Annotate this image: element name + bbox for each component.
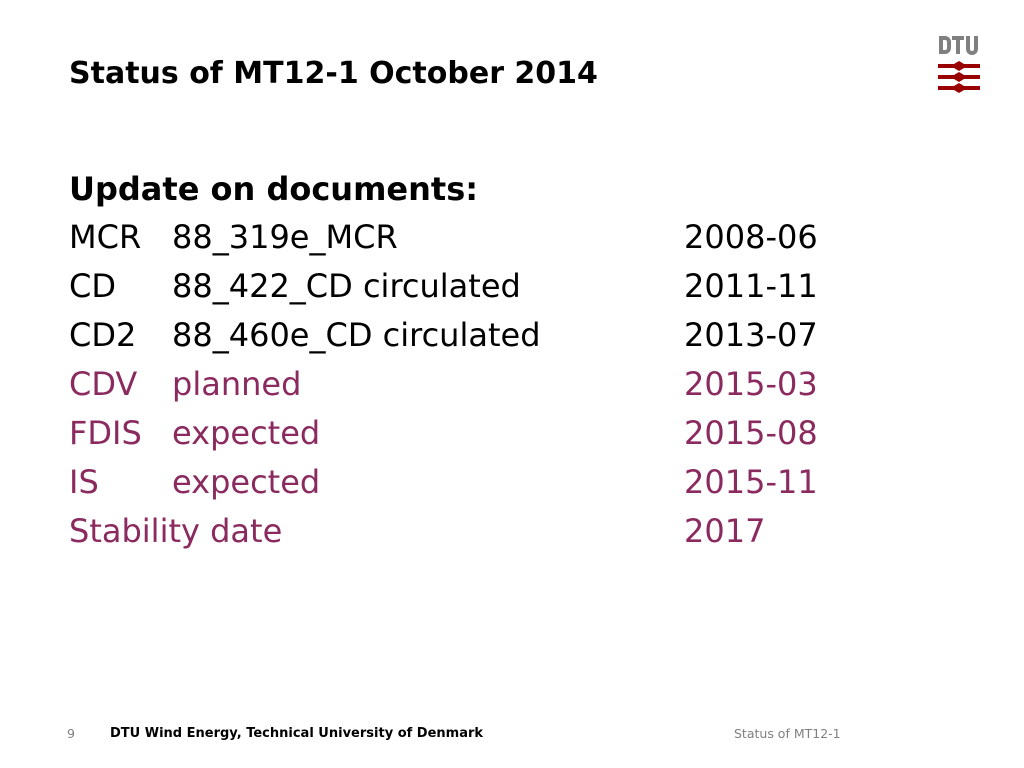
footer-organization: DTU Wind Energy, Technical University of… [110, 726, 484, 741]
section-heading: Update on documents: [69, 170, 479, 208]
document-code: MCR [69, 218, 142, 256]
document-code: FDIS [69, 414, 142, 452]
document-date: 2008-06 [684, 218, 818, 256]
dtu-logo-icon [938, 36, 980, 93]
document-description: 88_460e_CD circulated [172, 316, 541, 354]
document-row-fdis: FDIS expected 2015-08 [69, 409, 949, 458]
document-description: expected [172, 414, 321, 452]
document-row-mcr: MCR 88_319e_MCR 2008-06 [69, 213, 949, 262]
document-code: CD [69, 267, 116, 305]
document-code: CDV [69, 365, 138, 403]
document-date: 2015-03 [684, 365, 818, 403]
document-date: 2011-11 [684, 267, 818, 305]
stability-label: Stability date [69, 512, 283, 550]
stability-row: Stability date 2017 [69, 507, 949, 556]
document-description: expected [172, 463, 321, 501]
document-code: CD2 [69, 316, 137, 354]
document-date: 2015-11 [684, 463, 818, 501]
footer-topic: Status of MT12-1 [734, 726, 841, 741]
page-number: 9 [67, 726, 75, 741]
document-code: IS [69, 463, 99, 501]
document-description: 88_319e_MCR [172, 218, 398, 256]
document-row-cd2: CD2 88_460e_CD circulated 2013-07 [69, 311, 949, 360]
document-row-cd: CD 88_422_CD circulated 2011-11 [69, 262, 949, 311]
document-description: 88_422_CD circulated [172, 267, 521, 305]
slide-title: Status of MT12-1 October 2014 [69, 56, 598, 91]
document-row-cdv: CDV planned 2015-03 [69, 360, 949, 409]
document-row-is: IS expected 2015-11 [69, 458, 949, 507]
document-description: planned [172, 365, 302, 403]
stability-date: 2017 [684, 512, 766, 550]
document-date: 2013-07 [684, 316, 818, 354]
documents-section: Update on documents: MCR 88_319e_MCR 200… [69, 165, 949, 556]
dtu-logo [936, 34, 982, 96]
document-date: 2015-08 [684, 414, 818, 452]
